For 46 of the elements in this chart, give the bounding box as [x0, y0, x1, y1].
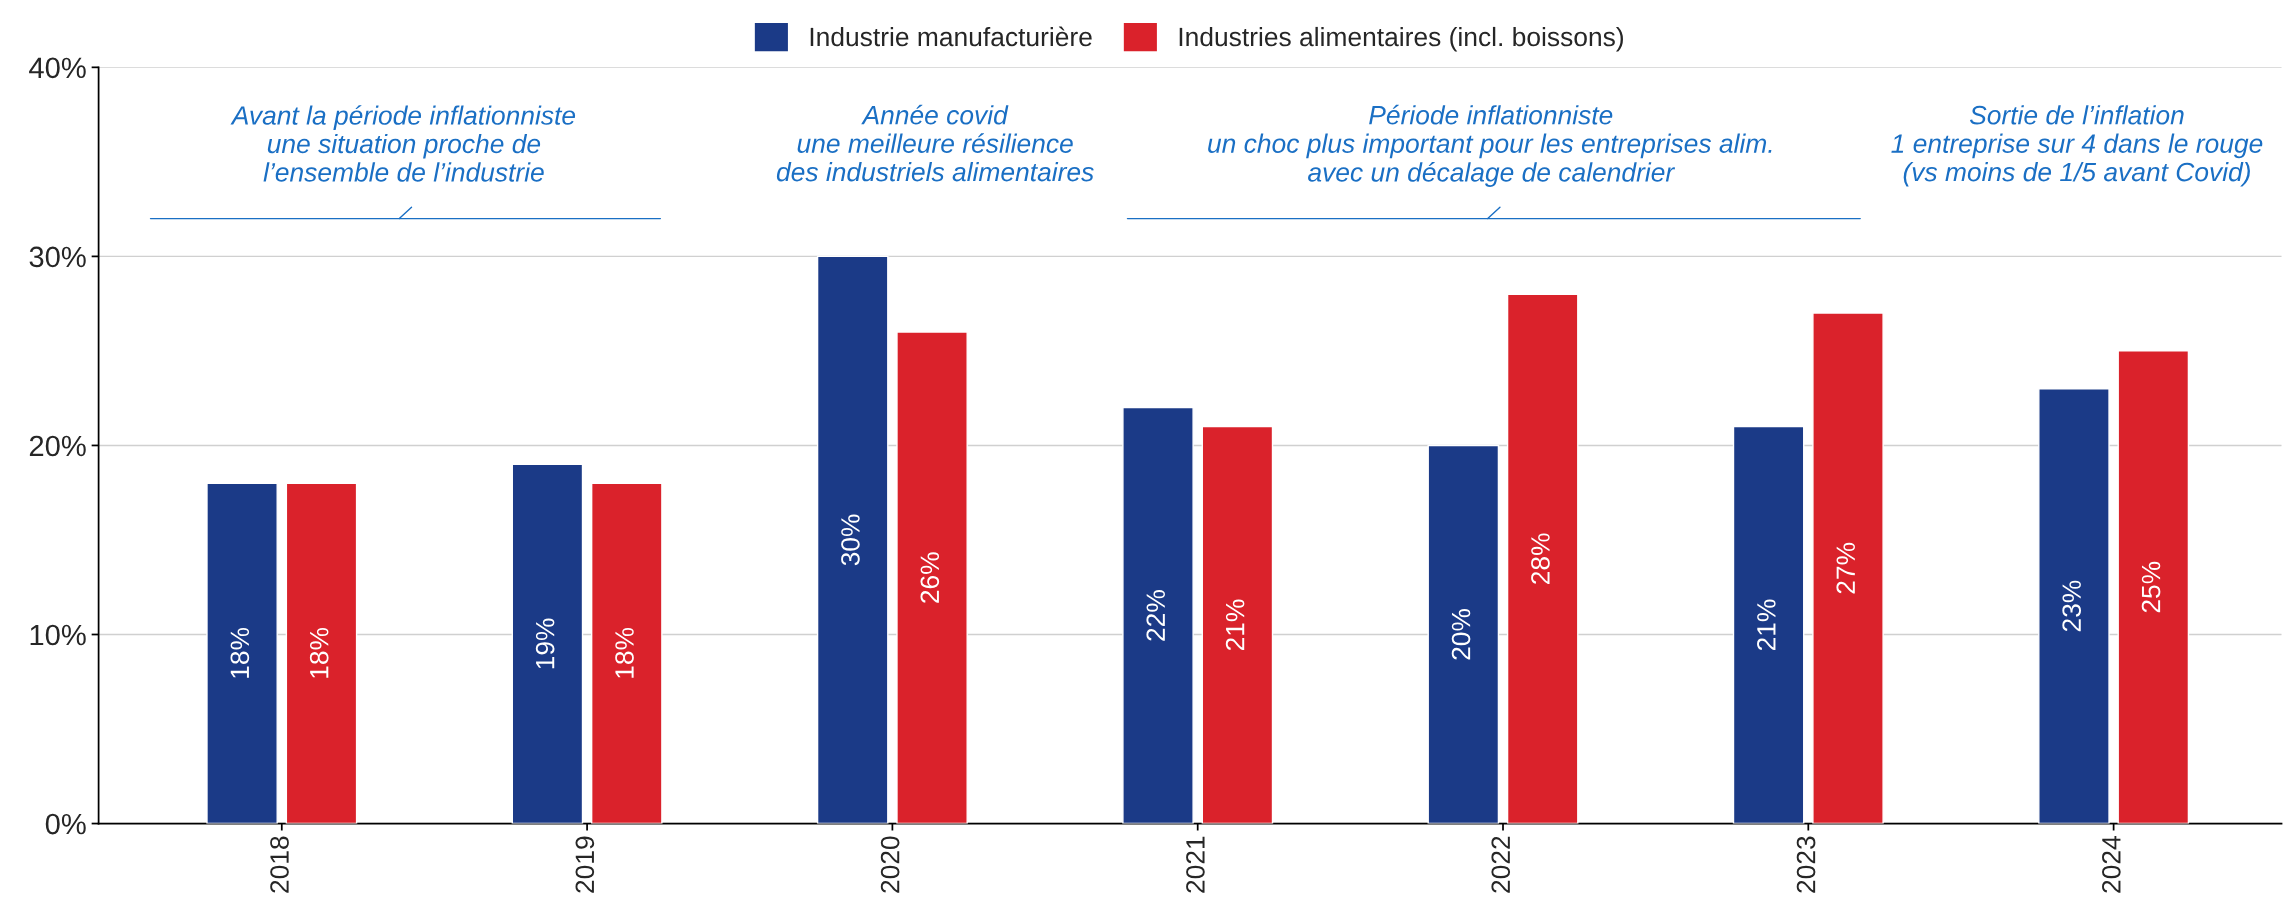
- annotation: Sortie de l’inflation 1 entreprise sur 4 dans le rouge (vs moins de 1/5 avant Covid): [1891, 105, 2263, 187]
- y-tick-label: 20%: [29, 435, 86, 457]
- x-tick-label: 2024: [2102, 836, 2121, 893]
- bar: [1427, 444, 1500, 824]
- annotation: Avant la période inflationniste une situation proche de l’ensemble de l’industrie: [230, 105, 576, 182]
- data-label: 19%: [535, 618, 555, 669]
- annotation: Période inflationniste un choc plus important pour les entreprises alim. avec un décalage de calendrier: [1208, 104, 1772, 187]
- bar: [511, 463, 584, 824]
- bar: [590, 482, 663, 824]
- bar: [1506, 293, 1579, 824]
- bar: [816, 255, 889, 824]
- data-label: 18%: [309, 627, 329, 678]
- bar: [2038, 388, 2110, 824]
- y-tick-label: 40%: [29, 57, 86, 79]
- legend-label: Industrie manufacturière: [810, 26, 1092, 47]
- data-label: 18%: [615, 627, 634, 678]
- data-label: 30%: [841, 514, 860, 566]
- x-tick-label: 2023: [1796, 836, 1816, 893]
- bar: [1201, 425, 1274, 824]
- data-label: 26%: [920, 552, 940, 603]
- data-label: 23%: [2062, 580, 2082, 632]
- data-label: 22%: [1146, 590, 1165, 641]
- bar: [1812, 312, 1884, 824]
- legend-label: Industries alimentaires (incl. boissons): [1179, 26, 1623, 52]
- bar: [896, 331, 968, 824]
- data-label: 20%: [1451, 609, 1471, 660]
- x-tick-label: 2019: [575, 836, 595, 893]
- y-tick-label: 0%: [45, 813, 86, 835]
- data-label: 21%: [1757, 599, 1776, 651]
- bar: [2117, 350, 2190, 824]
- data-label: 18%: [230, 627, 250, 678]
- x-tick-label: 2020: [880, 836, 900, 893]
- bar: [206, 482, 278, 824]
- x-tick-label: 2022: [1491, 836, 1511, 893]
- data-label: 21%: [1225, 599, 1245, 651]
- data-label: 27%: [1836, 542, 1855, 594]
- y-tick-label: 30%: [29, 246, 86, 268]
- x-tick-label: 2018: [270, 836, 289, 893]
- y-tick-label: 10%: [30, 624, 86, 646]
- bar: [285, 482, 358, 824]
- bar: [1732, 425, 1805, 824]
- x-tick-label: 2021: [1186, 836, 1205, 893]
- data-label: 28%: [1531, 533, 1550, 584]
- bar: [1122, 406, 1194, 824]
- data-label: 25%: [2141, 561, 2161, 613]
- annotation: Année covid une meilleure résilience des industriels alimentaires: [776, 104, 1094, 182]
